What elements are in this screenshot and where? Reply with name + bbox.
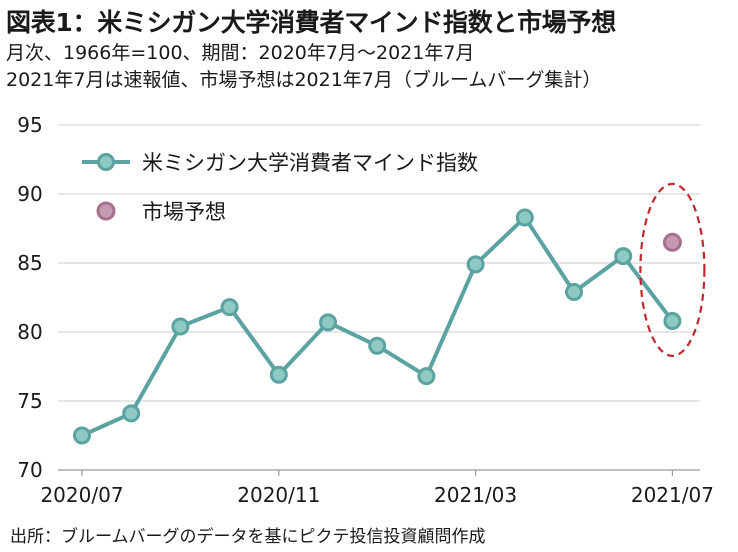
y-tick-label: 90 bbox=[17, 182, 42, 206]
data-point bbox=[663, 311, 682, 330]
legend-line-marker bbox=[97, 153, 115, 171]
y-tick-label: 70 bbox=[17, 458, 42, 482]
legend-label-forecast: 市場予想 bbox=[142, 200, 226, 224]
data-point bbox=[122, 404, 141, 423]
legend-label-index: 米ミシガン大学消費者マインド指数 bbox=[142, 151, 478, 175]
data-point bbox=[515, 208, 534, 227]
series-line bbox=[81, 215, 674, 438]
data-point bbox=[73, 426, 91, 445]
x-tick-label: 2020/11 bbox=[237, 483, 320, 507]
x-tick-label: 2021/03 bbox=[434, 483, 517, 507]
chart-title: 図表1：米ミシガン大学消費者マインド指数と市場予想 bbox=[6, 8, 616, 37]
forecast-highlight-ellipse bbox=[639, 182, 706, 357]
forecast-point bbox=[662, 232, 682, 252]
x-tick-label: 2020/07 bbox=[40, 483, 123, 507]
data-point bbox=[269, 365, 288, 384]
gridlines bbox=[58, 124, 700, 476]
data-point bbox=[565, 282, 583, 301]
chart-subtitle-period: 月次、1966年=100、期間：2020年7月～2021年7月 bbox=[6, 42, 475, 64]
x-tick-label: 2021/07 bbox=[631, 483, 714, 507]
y-tick-label: 75 bbox=[17, 389, 42, 413]
y-tick-label: 95 bbox=[17, 113, 42, 137]
data-point bbox=[171, 317, 190, 336]
chart-subtitle-note: 2021年7月は速報値、市場予想は2021年7月（ブルームバーグ集計） bbox=[6, 69, 602, 91]
data-point bbox=[368, 336, 387, 355]
y-axis-tick-labels: 70 75 80 85 90 95 bbox=[17, 113, 42, 482]
data-point bbox=[220, 298, 239, 317]
source-note: 出所：ブルームバーグのデータを基にピクテ投信投資顧問作成 bbox=[10, 527, 486, 547]
x-axis-tick-labels: 2020/07 2020/11 2021/03 2021/07 bbox=[40, 483, 713, 507]
data-point bbox=[614, 247, 633, 266]
y-tick-label: 80 bbox=[17, 320, 42, 344]
data-point bbox=[319, 313, 337, 332]
series-layer bbox=[73, 182, 706, 445]
data-point bbox=[466, 255, 485, 274]
y-tick-label: 85 bbox=[17, 251, 42, 275]
data-point bbox=[417, 367, 436, 386]
legend-forecast-marker bbox=[96, 201, 116, 221]
